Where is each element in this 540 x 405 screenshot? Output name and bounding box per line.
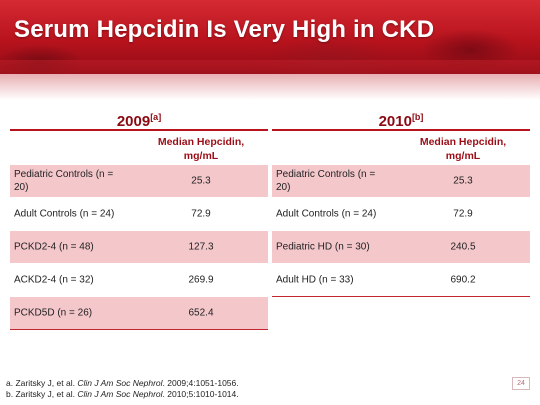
row-value: 72.9 xyxy=(453,208,473,220)
row-label: ACKD2-4 (n = 32) xyxy=(14,274,94,286)
column-header-line-1: Median Hepcidin, xyxy=(419,136,507,148)
page-number: 24 xyxy=(512,377,530,390)
reference-b: b. Zaritsky J, et al. Clin J Am Soc Neph… xyxy=(6,389,239,400)
row-label: Pediatric Controls (n = 20) xyxy=(14,169,114,193)
year-ref: [a] xyxy=(150,112,162,122)
table-header: Median Hepcidin, mg/mL xyxy=(10,131,268,165)
table-header: Median Hepcidin, mg/mL xyxy=(272,131,530,165)
year-heading: 2010[b] xyxy=(272,106,530,130)
table-top-rule xyxy=(272,129,530,131)
reference-a: a. Zaritsky J, et al. Clin J Am Soc Neph… xyxy=(6,378,239,389)
row-label: Adult HD (n = 33) xyxy=(276,274,354,286)
reference-a-journal: Clin J Am Soc Nephrol xyxy=(77,378,163,388)
table-bottom-rule xyxy=(272,296,530,297)
table-2009: 2009[a] Median Hepcidin, mg/mL Pediatric… xyxy=(10,106,268,330)
column-header-line-1: Median Hepcidin, xyxy=(157,136,245,148)
row-label: PCKD2-4 (n = 48) xyxy=(14,241,94,253)
table-row: Pediatric HD (n = 30) 240.5 xyxy=(272,230,530,263)
row-value: 25.3 xyxy=(453,175,473,187)
table-2010: 2010[b] Median Hepcidin, mg/mL Pediatric… xyxy=(272,106,530,297)
table-row: Adult Controls (n = 24) 72.9 xyxy=(272,197,530,230)
row-value: 269.9 xyxy=(188,274,214,286)
row-value: 240.5 xyxy=(450,241,476,253)
table-row: ACKD2-4 (n = 32) 269.9 xyxy=(10,263,268,296)
year-heading: 2009[a] xyxy=(10,106,268,130)
reference-b-citation: . 2010;5:1010-1014. xyxy=(162,389,239,399)
row-label: PCKD5D (n = 26) xyxy=(14,307,93,319)
table-row: Adult Controls (n = 24) 72.9 xyxy=(10,197,268,230)
reference-a-authors: a. Zaritsky J, et al. xyxy=(6,378,78,388)
row-label: Adult Controls (n = 24) xyxy=(14,208,115,220)
table-row: PCKD5D (n = 26) 652.4 xyxy=(10,296,268,329)
row-value: 25.3 xyxy=(191,175,211,187)
banner-fade xyxy=(0,60,540,100)
reference-b-journal: Clin J Am Soc Nephrol xyxy=(77,389,163,399)
year-ref: [b] xyxy=(411,112,424,122)
row-label: Pediatric HD (n = 30) xyxy=(276,241,370,253)
row-value: 690.2 xyxy=(450,274,476,286)
year-label: 2009 xyxy=(116,113,151,130)
slide-title: Serum Hepcidin Is Very High in CKD xyxy=(14,16,435,43)
table-row: Pediatric Controls (n = 20) 25.3 xyxy=(10,165,268,197)
references: a. Zaritsky J, et al. Clin J Am Soc Neph… xyxy=(6,378,239,400)
column-header-line-2: mg/mL xyxy=(183,150,219,162)
table-top-rule xyxy=(10,129,268,131)
column-header-line-2: mg/mL xyxy=(445,150,481,162)
row-label: Pediatric Controls (n = 20) xyxy=(276,169,376,193)
row-value: 72.9 xyxy=(191,208,211,220)
reference-b-authors: b. Zaritsky J, et al. xyxy=(6,389,78,399)
row-label: Adult Controls (n = 24) xyxy=(276,208,377,220)
table-row: Pediatric Controls (n = 20) 25.3 xyxy=(272,165,530,197)
column-header: Median Hepcidin, mg/mL xyxy=(146,135,256,163)
table-bottom-rule xyxy=(10,329,268,330)
column-header: Median Hepcidin, mg/mL xyxy=(408,135,518,163)
row-value: 652.4 xyxy=(188,307,214,319)
table-row: Adult HD (n = 33) 690.2 xyxy=(272,263,530,296)
year-label: 2010 xyxy=(378,113,412,130)
table-row: PCKD2-4 (n = 48) 127.3 xyxy=(10,230,268,263)
reference-a-citation: . 2009;4:1051-1056. xyxy=(162,378,239,388)
row-value: 127.3 xyxy=(188,241,214,253)
